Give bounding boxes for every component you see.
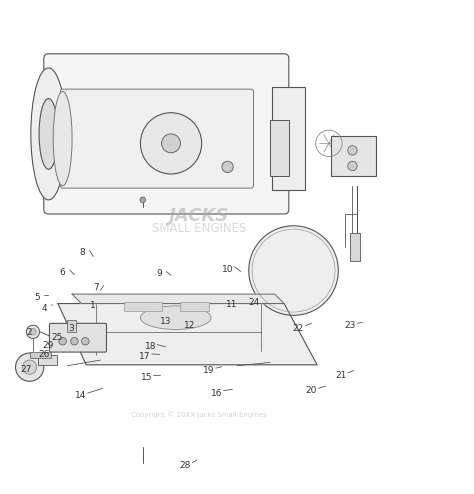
Circle shape	[27, 325, 39, 338]
Text: 6: 6	[60, 268, 65, 277]
Ellipse shape	[31, 68, 66, 200]
Circle shape	[348, 161, 357, 170]
Text: 11: 11	[226, 300, 237, 309]
Bar	[38, 355, 57, 365]
Bar	[30, 352, 51, 358]
Bar	[67, 320, 76, 332]
Text: Copyright © 20XX Jacks Small Engines: Copyright © 20XX Jacks Small Engines	[131, 411, 267, 417]
Text: 10: 10	[222, 265, 233, 274]
Circle shape	[16, 353, 44, 381]
Text: 15: 15	[141, 373, 152, 382]
Text: 28: 28	[180, 461, 191, 470]
FancyBboxPatch shape	[44, 54, 289, 214]
Text: 20: 20	[306, 386, 317, 395]
Text: 7: 7	[94, 284, 100, 292]
Bar	[270, 120, 289, 176]
Text: 24: 24	[248, 297, 259, 307]
Text: 2: 2	[27, 328, 33, 337]
Bar	[350, 233, 360, 261]
Ellipse shape	[39, 99, 58, 169]
Polygon shape	[58, 303, 317, 365]
Circle shape	[71, 337, 78, 345]
Text: 3: 3	[68, 324, 74, 332]
Circle shape	[222, 161, 233, 172]
Circle shape	[140, 197, 146, 203]
FancyBboxPatch shape	[49, 324, 107, 352]
Text: 12: 12	[184, 321, 196, 330]
Text: 18: 18	[145, 342, 156, 351]
Text: 9: 9	[156, 269, 162, 278]
Text: 19: 19	[203, 366, 214, 375]
Text: 8: 8	[80, 248, 85, 257]
Polygon shape	[72, 294, 284, 303]
Text: 21: 21	[335, 370, 346, 380]
Text: 29: 29	[42, 340, 53, 350]
Text: 14: 14	[75, 391, 86, 400]
FancyBboxPatch shape	[60, 89, 254, 188]
Circle shape	[162, 134, 181, 153]
Bar	[181, 302, 209, 311]
Text: 13: 13	[160, 317, 171, 326]
Circle shape	[140, 113, 201, 174]
Circle shape	[82, 337, 89, 345]
Text: 16: 16	[210, 389, 222, 398]
Text: 22: 22	[292, 324, 304, 332]
Ellipse shape	[140, 306, 211, 329]
Bar	[273, 87, 305, 191]
Text: SMALL ENGINES: SMALL ENGINES	[152, 222, 246, 235]
Text: 27: 27	[21, 365, 32, 374]
Text: 25: 25	[51, 333, 63, 342]
Circle shape	[249, 226, 338, 315]
Text: 23: 23	[345, 321, 356, 330]
Text: JACKS: JACKS	[169, 207, 229, 225]
Bar	[331, 136, 376, 176]
Text: 4: 4	[42, 304, 47, 313]
Text: 17: 17	[139, 352, 150, 361]
Text: 5: 5	[34, 293, 40, 302]
Text: 26: 26	[38, 350, 49, 359]
Circle shape	[348, 146, 357, 155]
Ellipse shape	[53, 91, 72, 186]
Circle shape	[59, 337, 66, 345]
Text: 1: 1	[91, 301, 96, 310]
Circle shape	[30, 329, 36, 335]
Bar	[124, 302, 162, 311]
Circle shape	[23, 360, 36, 374]
